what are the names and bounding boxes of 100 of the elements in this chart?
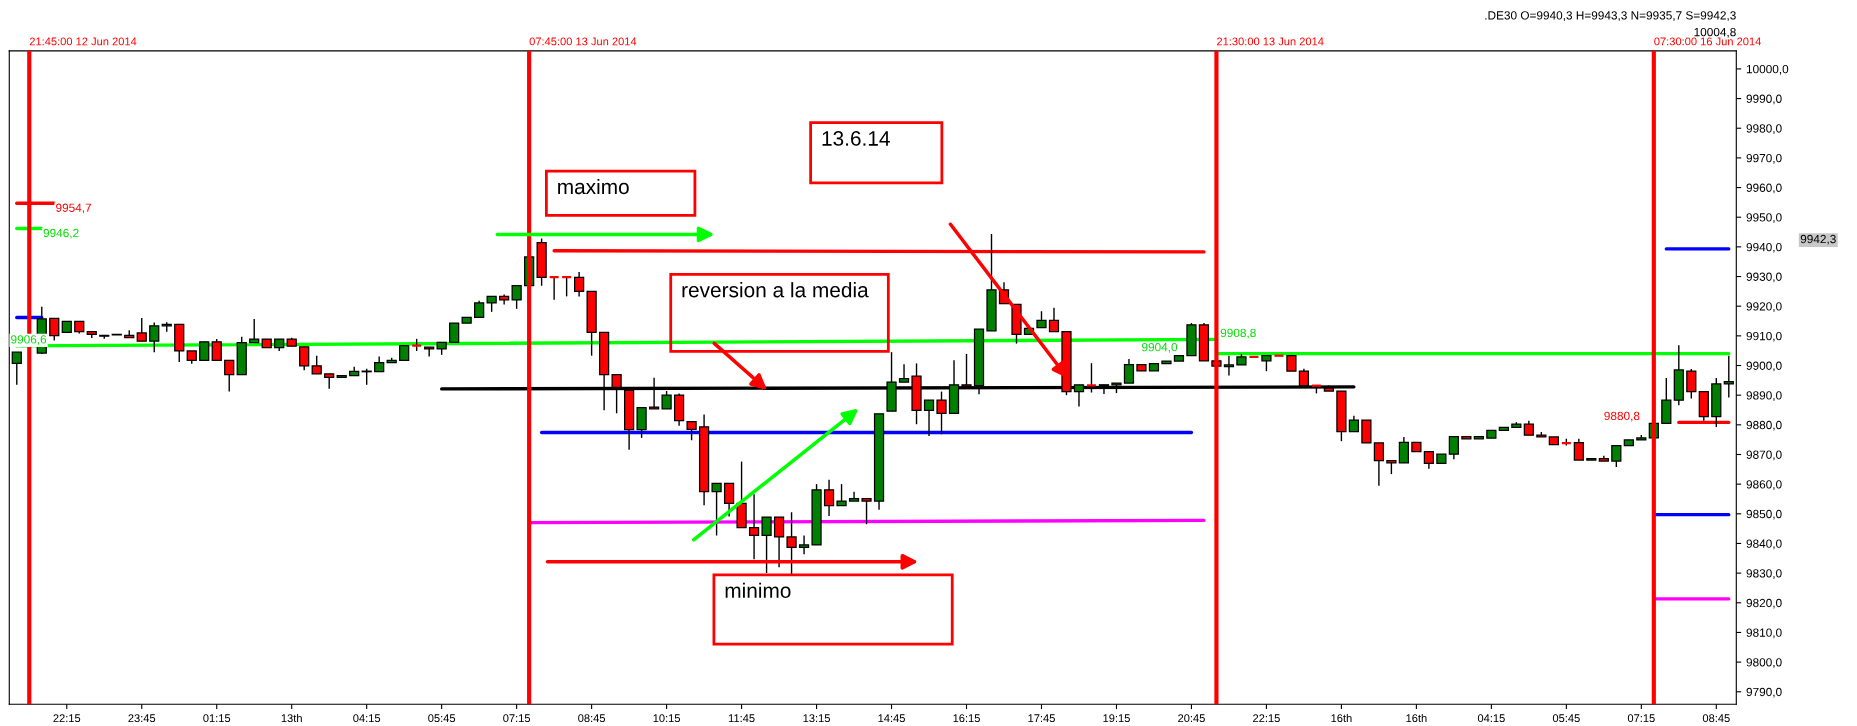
x-tick-label: 22:15	[1253, 714, 1280, 723]
annotation: reversion a la media	[682, 282, 869, 298]
y-tick-label: 9880,0	[1746, 420, 1782, 431]
y-tick-label: 9820,0	[1746, 598, 1782, 609]
candlestick	[1398, 436, 1410, 464]
candlestick	[1223, 355, 1235, 377]
candlestick	[761, 516, 772, 574]
candlestick	[636, 406, 647, 439]
text: 21:45:00 12 Jun 2014	[29, 37, 137, 46]
candlestick	[823, 479, 835, 517]
candlestick	[836, 483, 847, 507]
y-tick-label: 9930,0	[1746, 272, 1782, 283]
candlestick	[249, 318, 260, 344]
candlestick	[898, 363, 910, 383]
y-tick-label: 9830,0	[1746, 569, 1782, 579]
y-tick-label: 9960,0	[1746, 183, 1782, 194]
y-tick-label: 9990,0	[1746, 94, 1782, 105]
x-tick-label: 19:15	[1103, 714, 1130, 723]
text: 21:30:00 13 Jun 2014	[1217, 37, 1324, 46]
text: 10004,8	[1694, 27, 1736, 38]
x-tick-label: 17:45	[1028, 714, 1055, 723]
candlestick	[299, 346, 310, 371]
y-tick-label: 9800,0	[1746, 658, 1782, 668]
candlestick	[923, 399, 935, 437]
candlestick	[311, 355, 322, 375]
candlestick	[686, 420, 697, 441]
candlestick	[424, 346, 435, 358]
x-tick-label: 07:15	[503, 714, 531, 723]
candlestick	[861, 497, 872, 525]
candlestick	[1361, 419, 1372, 444]
text: 07:30:00 16 Jun 2014	[1654, 37, 1761, 46]
candlestick	[1723, 355, 1734, 399]
text: 07:45:00 13 Jun 2014	[529, 37, 637, 46]
candlestick	[1611, 444, 1622, 468]
x-tick-label: 14:45	[878, 714, 905, 723]
y-tick-label: 9870,0	[1746, 450, 1782, 461]
x-tick-label: 08:45	[578, 714, 606, 723]
x-tick-label: 04:15	[1477, 714, 1505, 723]
candlestick	[1123, 358, 1135, 384]
candlestick	[199, 341, 210, 362]
candlestick	[798, 534, 810, 555]
y-tick-label: 9940,0	[1746, 242, 1782, 253]
annotation: 9906,6	[11, 335, 47, 345]
candlestick	[1686, 368, 1697, 400]
candlestick	[848, 491, 860, 502]
y-tick-label: 9920,0	[1746, 302, 1782, 312]
x-tick-label: 11:45	[728, 714, 755, 723]
annotation: 9946,2	[43, 228, 79, 239]
x-tick-label: 13th	[281, 713, 302, 723]
candlestick	[324, 373, 335, 390]
x-tick-label: 22:15	[53, 714, 81, 723]
candlestick	[548, 276, 560, 301]
y-tick-label: 9810,0	[1746, 628, 1782, 639]
y-tick-label: 9950,0	[1746, 213, 1782, 223]
x-tick-label: 23:45	[128, 714, 156, 723]
candlestick	[1048, 306, 1060, 333]
x-tick-label: 16th	[1406, 713, 1427, 723]
candlestick	[11, 351, 22, 386]
x-tick-label: 05:45	[1552, 714, 1580, 723]
x-tick-label: 07:15	[1627, 714, 1655, 723]
annotation: minimo	[725, 582, 791, 598]
y-tick-label: 9860,0	[1746, 480, 1782, 490]
candlestick	[1448, 435, 1459, 460]
candlestick	[573, 271, 585, 298]
y-tick-label: 9790,0	[1746, 687, 1782, 698]
candlestick	[1661, 377, 1672, 425]
x-tick-label: 16th	[1331, 713, 1352, 723]
annotation: maximo	[558, 178, 629, 195]
candlestick	[149, 321, 160, 353]
x-tick-label: 20:45	[1178, 714, 1205, 723]
x-tick-label: 04:15	[353, 714, 381, 723]
candlestick	[449, 322, 460, 344]
candlestick	[711, 482, 722, 537]
candlestick	[211, 338, 222, 362]
x-tick-label: 05:45	[428, 714, 456, 723]
candlestick	[49, 317, 60, 342]
candlestick	[224, 359, 235, 393]
y-tick-label: 9980,0	[1746, 124, 1782, 135]
y-tick-label: 9840,0	[1746, 539, 1782, 550]
y-tick-label: 9910,0	[1746, 331, 1782, 342]
x-tick-label: 16:15	[953, 714, 980, 723]
candlestick	[561, 276, 573, 298]
text: .DE30 O=9940,3 H=9943,3 N=9935,7 S=9942,3	[1485, 11, 1736, 21]
annotation: 9880,8	[1604, 411, 1640, 422]
candlestick	[511, 285, 522, 310]
x-tick-label: 10:15	[653, 714, 681, 723]
candlestick	[136, 317, 147, 342]
y-tick-label: 9850,0	[1746, 509, 1782, 520]
x-tick-label: 01:15	[203, 714, 231, 723]
annotation: 13.6.14	[822, 131, 890, 146]
x-tick-label: 13:15	[803, 714, 830, 723]
candlestick	[936, 390, 947, 436]
candlestick	[723, 482, 735, 518]
annotation: 9908,8	[1220, 328, 1256, 339]
y-tick-label: 10000,0	[1746, 64, 1789, 75]
y-tick-label: 9900,0	[1746, 361, 1782, 372]
text: 9942,3	[1800, 234, 1836, 245]
y-tick-label: 9970,0	[1746, 153, 1782, 164]
annotation: 9904,0	[1142, 342, 1178, 353]
x-tick-label: 08:45	[1702, 714, 1730, 723]
